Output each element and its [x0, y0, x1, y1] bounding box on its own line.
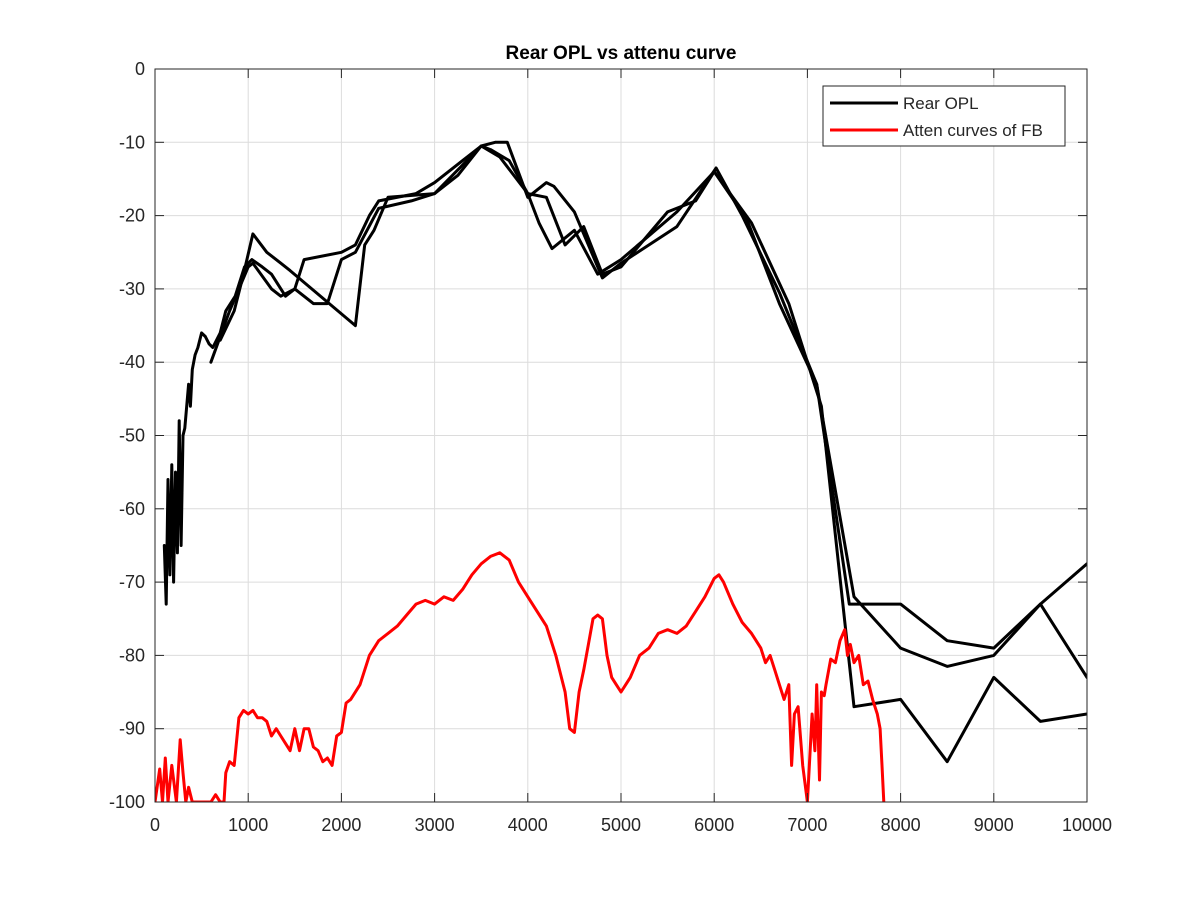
y-tick-label: -20 — [119, 206, 145, 226]
y-tick-label: -30 — [119, 279, 145, 299]
axis-ticks: 0 1000 2000 3000 4000 5000 6000 7000 8000 9000 100… — [109, 59, 1112, 835]
x-tick-label: 2000 — [321, 815, 361, 835]
y-tick-label: -90 — [119, 719, 145, 739]
x-tick-label: 9000 — [974, 815, 1014, 835]
chart-title: Rear OPL vs attenu curve — [506, 43, 737, 64]
y-tick-label: -80 — [119, 645, 145, 665]
y-tick-label: -100 — [109, 792, 145, 812]
x-tick-label: 10000 — [1062, 815, 1112, 835]
y-tick-label: -10 — [119, 132, 145, 152]
legend: Rear OPL Atten curves of FB — [822, 85, 1066, 147]
y-tick-label: -60 — [119, 499, 145, 519]
series-group — [155, 140, 1087, 802]
x-tick-label: 0 — [150, 815, 160, 835]
x-tick-label: 1000 — [228, 815, 268, 835]
x-tick-label: 4000 — [508, 815, 548, 835]
y-tick-label: -50 — [119, 426, 145, 446]
x-tick-label: 3000 — [415, 815, 455, 835]
legend-label-rear-opl: Rear OPL — [903, 94, 979, 113]
y-tick-label: 0 — [135, 59, 145, 79]
x-tick-label: 6000 — [694, 815, 734, 835]
rear-opl-line-3 — [218, 144, 1087, 764]
atten-curve-line — [155, 551, 886, 802]
x-tick-label: 5000 — [601, 815, 641, 835]
y-tick-label: -70 — [119, 572, 145, 592]
x-tick-label: 8000 — [881, 815, 921, 835]
x-tick-label: 7000 — [787, 815, 827, 835]
y-tick-label: -40 — [119, 352, 145, 372]
legend-box — [822, 85, 1066, 147]
legend-label-atten-curves: Atten curves of FB — [903, 121, 1043, 140]
